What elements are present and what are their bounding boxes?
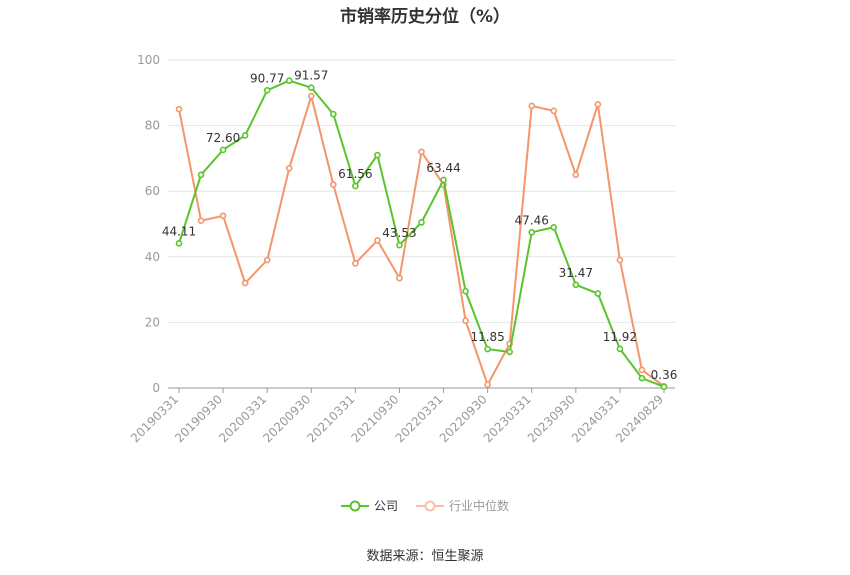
data-point	[616, 345, 624, 353]
chart-title: 市销率历史分位（%）	[339, 7, 511, 27]
data-point	[506, 348, 513, 356]
data-point	[307, 84, 315, 91]
data-point	[175, 105, 183, 113]
legend-line-icon	[416, 500, 444, 511]
data-point	[660, 383, 668, 391]
data-point	[550, 107, 558, 115]
y-tick-label: 100	[137, 53, 160, 67]
data-point	[263, 256, 271, 264]
data-point	[594, 290, 602, 297]
data-label: 72.60	[206, 131, 240, 145]
series	[175, 77, 668, 391]
legend-item-industry[interactable]: 行业中位数	[416, 497, 509, 514]
legend-label-company: 公司	[373, 499, 398, 513]
legend-item-company[interactable]: 公司	[340, 497, 398, 514]
data-point	[638, 366, 646, 374]
data-point	[352, 182, 359, 190]
data-label: 44.11	[162, 224, 196, 238]
data-label: 61.56	[338, 167, 372, 181]
data-point	[484, 381, 491, 389]
y-tick-label: 20	[145, 315, 160, 329]
data-label: 31.47	[559, 266, 593, 280]
data-point	[219, 146, 227, 154]
data-point	[374, 237, 381, 244]
data-point	[330, 181, 337, 188]
data-point	[241, 279, 249, 287]
data-label: 0.36	[651, 368, 678, 382]
data-point	[396, 274, 403, 282]
data-point	[285, 77, 293, 84]
data-label: 43.53	[382, 226, 416, 240]
legend: 公司 行业中位数	[0, 497, 850, 514]
data-point	[418, 219, 425, 226]
data-point	[462, 317, 469, 325]
data-point	[307, 92, 315, 100]
data-point	[550, 223, 558, 231]
data-point	[462, 287, 469, 295]
data-label: 47.46	[515, 213, 549, 227]
data-point	[197, 217, 205, 225]
y-tick-label: 80	[145, 119, 160, 133]
data-point	[330, 110, 337, 118]
data-point	[219, 212, 227, 220]
data-label: 11.85	[470, 330, 504, 344]
x-tick-label: 20240829	[613, 392, 666, 445]
data-point	[374, 151, 381, 159]
data-point	[528, 229, 536, 236]
data-point	[352, 260, 359, 267]
y-tick-label: 40	[145, 250, 160, 264]
data-point	[440, 176, 447, 184]
data-point	[572, 171, 580, 179]
data-point	[241, 132, 249, 139]
source-note: 数据来源：恒生聚源	[366, 549, 484, 564]
data-point	[638, 374, 646, 382]
y-tick-label: 0	[152, 381, 160, 395]
data-labels: 44.11 72.60 90.77 91.57 61.56 43.53 63.44 11.85…	[162, 69, 678, 382]
data-point	[197, 171, 205, 179]
legend-label-industry: 行业中位数	[449, 499, 510, 513]
series-line	[178, 95, 665, 388]
data-label: 90.77	[250, 71, 284, 85]
y-tick-label: 60	[145, 184, 160, 198]
data-label: 11.92	[603, 330, 637, 344]
data-point	[285, 164, 293, 172]
legend-line-icon	[340, 500, 369, 511]
data-point	[263, 86, 271, 94]
data-point	[418, 148, 425, 156]
data-point	[175, 240, 183, 247]
data-point	[484, 345, 491, 353]
axes: 0204060801002019033120190930202003312020…	[128, 53, 666, 445]
data-point	[594, 100, 602, 108]
data-point	[616, 256, 624, 264]
data-point	[572, 281, 580, 289]
data-point	[528, 102, 536, 110]
data-point	[396, 241, 403, 249]
data-label: 63.44	[426, 161, 460, 175]
data-label: 91.57	[294, 69, 328, 83]
